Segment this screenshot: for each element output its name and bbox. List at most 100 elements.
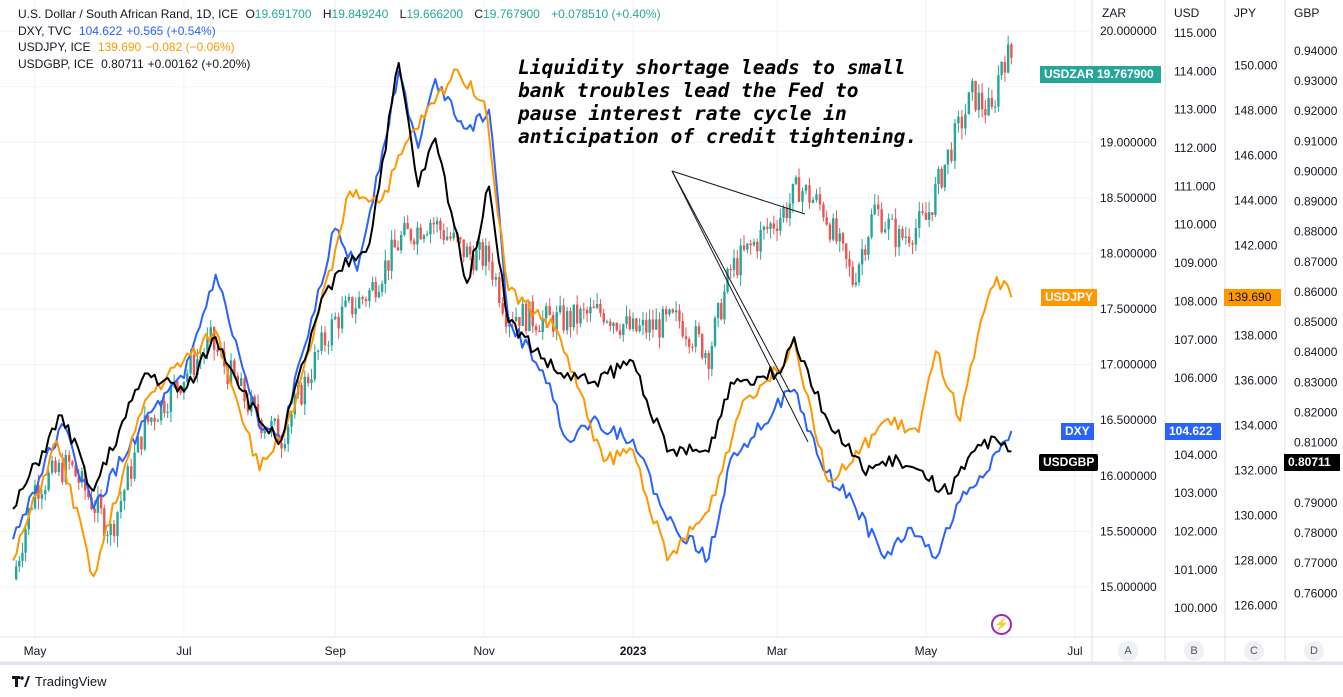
candle-body (960, 116, 964, 129)
auto-scale-button-b[interactable]: B (1184, 641, 1204, 661)
usdgbp-series-label: USDGBP (1039, 454, 1099, 471)
candle-body (993, 106, 997, 108)
candle-body (804, 185, 808, 191)
candle-body (818, 194, 822, 205)
candle-body (109, 524, 112, 536)
legend-usdgbp[interactable]: USDGBP, ICE 0.80711 +0.00162 (+0.20%) (18, 56, 665, 73)
candle-body (904, 236, 908, 238)
candle-body (306, 376, 310, 384)
annotation-arrow-line[interactable] (671, 170, 809, 443)
candle-body (828, 224, 832, 240)
candle-body (822, 204, 825, 218)
candle-body (605, 321, 609, 323)
candle-body (116, 512, 119, 537)
candle-body (558, 305, 562, 313)
candle-body (964, 114, 967, 129)
y-tick-label-zar: 17.500000 (1100, 302, 1157, 316)
candle-body (785, 207, 789, 219)
candle-body (452, 232, 455, 239)
y-tick-label-jpy: 144.000 (1234, 193, 1278, 207)
candle-body (723, 291, 726, 320)
series-line-usdgbp[interactable] (12, 61, 1012, 510)
candle-body (504, 313, 508, 327)
candle-body (980, 92, 984, 110)
candle-body (924, 212, 928, 220)
candle-body (30, 508, 34, 510)
candle-body (459, 237, 462, 240)
auto-scale-button-d[interactable]: D (1304, 641, 1324, 661)
candle-body (618, 330, 622, 336)
candle-body (664, 309, 668, 315)
legend-usdjpy[interactable]: USDJPY, ICE 139.690 −0.082 (−0.06%) (18, 39, 665, 56)
candle-body (791, 183, 795, 204)
candle-body (762, 226, 766, 230)
auto-scale-button-c[interactable]: C (1244, 641, 1264, 661)
candle-body (873, 204, 876, 215)
candle-body (769, 223, 772, 229)
candle-body (729, 268, 732, 270)
auto-scale-button-a[interactable]: A (1118, 641, 1138, 661)
candle-body (589, 306, 592, 314)
jpy-title: USDJPY, ICE (18, 40, 91, 54)
legend-dxy[interactable]: DXY, TVC 104.622 +0.565 (+0.54%) (18, 23, 665, 40)
candle-body (901, 228, 904, 238)
annotation-arrows (671, 170, 809, 443)
y-tick-label-jpy: 134.000 (1234, 418, 1278, 432)
candle-body (782, 207, 785, 218)
series-line-dxy[interactable] (12, 70, 1013, 563)
candle-body (841, 233, 845, 244)
candle-body (742, 245, 746, 250)
candle-body (835, 218, 838, 242)
candle-body (179, 388, 182, 393)
x-tick-label: Mar (767, 644, 788, 658)
candle-body (974, 80, 977, 111)
candle-body (931, 212, 934, 215)
candle-body (684, 336, 688, 339)
candle-body (797, 177, 801, 202)
annotation-text[interactable]: Liquidity shortage leads to small bank t… (518, 56, 918, 148)
candle-body (186, 373, 189, 382)
candle-body (347, 296, 351, 301)
legend-usdzar[interactable]: U.S. Dollar / South African Rand, 1D, IC… (18, 6, 665, 23)
candle-body (236, 375, 239, 387)
y-tick-label-gbp: 0.85000 (1294, 315, 1338, 329)
candle-body (412, 240, 416, 245)
series-line-usdjpy[interactable] (12, 68, 1013, 578)
y-tick-label-zar: 16.000000 (1100, 469, 1157, 483)
y-tick-label-usd: 102.000 (1174, 525, 1218, 539)
y-tick-label-jpy: 142.000 (1234, 238, 1278, 252)
candle-body (927, 212, 931, 220)
candle-body (651, 319, 655, 330)
candle-body (387, 260, 390, 271)
candle-body (987, 98, 990, 116)
y-tick-label-gbp: 0.93000 (1294, 74, 1338, 88)
x-tick-label: Jul (176, 644, 191, 658)
usdzar-series-label: USDZAR (1040, 66, 1098, 83)
annotation-arrow-line[interactable] (671, 170, 806, 215)
candle-body (300, 385, 303, 405)
candle-body (498, 277, 501, 304)
candle-body (422, 235, 426, 240)
candle-body (967, 92, 971, 115)
candle-body (67, 454, 71, 462)
candle-body (595, 303, 599, 308)
series-layer (12, 35, 1013, 581)
candle-body (756, 241, 759, 252)
candle-body (47, 472, 50, 490)
lightning-icon[interactable]: ⚡ (991, 614, 1012, 635)
chart-background (0, 0, 1343, 662)
dxy-title: DXY, TVC (18, 23, 72, 38)
candle-body (779, 217, 782, 231)
candle-body (239, 378, 243, 387)
candle-body (691, 346, 694, 348)
annotation-arrow-line[interactable] (671, 170, 791, 393)
candle-body (14, 566, 18, 580)
dxy-price-label: 104.622 (1165, 423, 1221, 440)
candle-body (990, 98, 994, 107)
candle-body (851, 266, 854, 285)
candle-body (77, 476, 80, 483)
price-axes[interactable]: May Jul Sep Nov 2023 Mar May Jul 20.000000 19.000… (0, 0, 1343, 665)
candle-body (475, 249, 478, 271)
candle-body (921, 211, 924, 213)
